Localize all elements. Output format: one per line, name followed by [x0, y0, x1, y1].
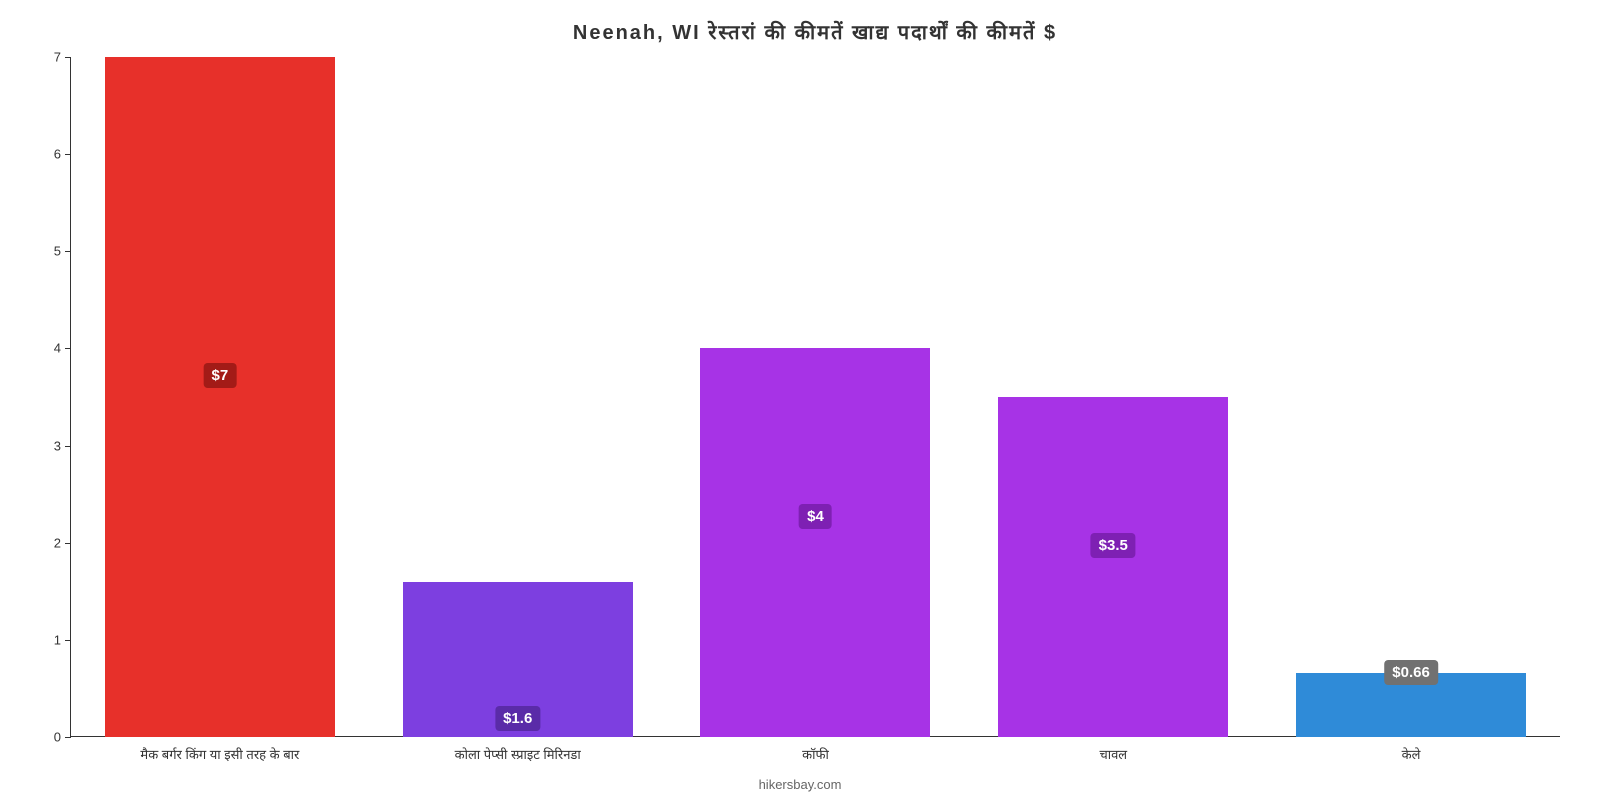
y-tick-label: 5	[31, 244, 61, 259]
chart-title: Neenah, WI रेस्तरां की कीमतें खाद्य पदार…	[70, 10, 1560, 57]
x-axis-label: कोला पेप्सी स्प्राइट मिरिनडा	[455, 737, 581, 763]
chart-footer: hikersbay.com	[0, 777, 1600, 792]
value-badge: $4	[799, 504, 832, 529]
y-tick-label: 6	[31, 147, 61, 162]
chart-container: Neenah, WI रेस्तरां की कीमतें खाद्य पदार…	[0, 0, 1600, 800]
y-tick-mark	[65, 737, 71, 738]
x-axis-label: मैक बर्गर किंग या इसी तरह के बार	[140, 737, 299, 763]
bar-slot: $4कॉफी	[667, 57, 965, 737]
y-tick-label: 7	[31, 50, 61, 65]
bar-slot: $3.5चावल	[964, 57, 1262, 737]
value-badge: $1.6	[495, 706, 540, 731]
bar-slot: $0.66केले	[1262, 57, 1560, 737]
y-tick-label: 1	[31, 632, 61, 647]
bar: $7	[105, 57, 335, 737]
bar: $0.66	[1296, 673, 1526, 737]
bar: $4	[700, 348, 930, 737]
value-badge: $7	[204, 363, 237, 388]
y-tick-label: 4	[31, 341, 61, 356]
y-tick-label: 3	[31, 438, 61, 453]
x-axis-label: कॉफी	[802, 737, 829, 763]
y-tick-label: 2	[31, 535, 61, 550]
bar: $3.5	[998, 397, 1228, 737]
plot-area: 01234567$7मैक बर्गर किंग या इसी तरह के ब…	[70, 57, 1560, 737]
bar-slot: $1.6कोला पेप्सी स्प्राइट मिरिनडा	[369, 57, 667, 737]
x-axis-label: केले	[1402, 737, 1421, 763]
y-tick-label: 0	[31, 730, 61, 745]
value-badge: $3.5	[1091, 533, 1136, 558]
value-badge: $0.66	[1384, 660, 1438, 685]
bar: $1.6	[403, 582, 633, 737]
bar-slot: $7मैक बर्गर किंग या इसी तरह के बार	[71, 57, 369, 737]
x-axis-label: चावल	[1099, 737, 1127, 763]
